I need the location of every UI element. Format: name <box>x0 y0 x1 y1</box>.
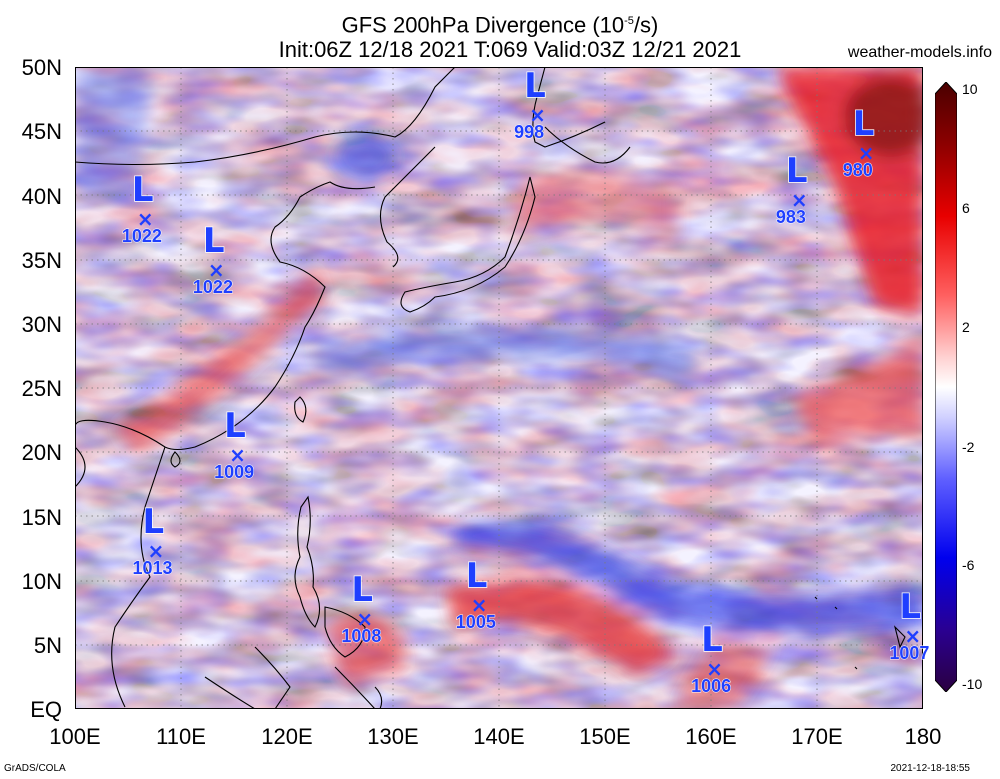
lon-label: 100E <box>49 724 101 749</box>
lat-label: 20N <box>21 440 62 465</box>
low-center-icon: × <box>529 102 546 127</box>
low-letter: L <box>523 65 546 107</box>
field-features <box>75 67 923 709</box>
low-center-icon: × <box>790 187 808 212</box>
low-pressure-value: 1005 <box>455 612 496 633</box>
low-pressure-value: 1013 <box>132 558 173 579</box>
low-letter: L <box>852 104 875 146</box>
low-letter: L <box>700 620 723 662</box>
low-center-icon: × <box>136 206 154 231</box>
low-letter: L <box>465 556 488 598</box>
low-pressure-value: 1009 <box>214 462 255 483</box>
low-pressure-value: 1007 <box>889 643 930 664</box>
lon-label: 130E <box>367 724 419 749</box>
lat-label: 25N <box>21 376 62 401</box>
low-pressure-value: 1006 <box>691 676 732 697</box>
colorbar-label: 6 <box>962 200 970 216</box>
lat-label: 5N <box>33 633 62 658</box>
low-center-icon: × <box>904 624 922 649</box>
low-center-icon: × <box>356 607 374 632</box>
colorbar-label: 2 <box>962 319 970 335</box>
low-center-icon: × <box>147 539 165 564</box>
gridlines <box>75 67 923 709</box>
lon-label: 110E <box>156 724 206 749</box>
lat-label: 15N <box>21 505 62 530</box>
lon-label: 170E <box>791 724 843 749</box>
low-pressure-value: 983 <box>775 206 806 227</box>
lat-label: 50N <box>21 55 62 80</box>
low-letter: L <box>223 405 246 447</box>
low-center-icon: × <box>470 593 488 618</box>
lon-label: 140E <box>473 724 525 749</box>
lat-label: 35N <box>21 248 62 273</box>
lon-label: 120E <box>261 724 313 749</box>
lon-label: 160E <box>685 724 737 749</box>
colorbar-label: -6 <box>962 557 975 573</box>
site-label: weather-models.info <box>847 44 992 61</box>
low-letter: L <box>351 570 374 612</box>
chart-subtitle: Init:06Z 12/18 2021 T:069 Valid:03Z 12/2… <box>278 37 742 62</box>
low-center-icon: × <box>857 141 875 166</box>
lat-label: 10N <box>21 569 62 594</box>
lat-label: 30N <box>21 312 62 337</box>
low-center-icon: × <box>229 443 246 468</box>
colorbar-label: 10 <box>962 81 978 97</box>
lon-label: 150E <box>579 724 631 749</box>
coastlines <box>75 67 906 709</box>
colorbar-label: -10 <box>962 676 983 692</box>
low-letter: L <box>131 169 154 211</box>
low-center-icon: × <box>207 258 225 283</box>
low-pressure-value: 1022 <box>121 225 162 246</box>
chart-title: GFS 200hPa Divergence (10-5/s) <box>341 12 659 38</box>
low-letter: L <box>785 150 808 192</box>
low-letter: L <box>899 586 922 628</box>
low-letter: L <box>142 502 165 544</box>
lat-label: 40N <box>21 184 62 209</box>
lon-label: 180 <box>904 724 942 749</box>
colorbar <box>935 82 957 692</box>
lat-label: 45N <box>21 119 62 144</box>
timestamp-label: 2021-12-18-18:55 <box>890 763 970 774</box>
lat-label: EQ <box>30 697 62 722</box>
low-pressure-value: 1022 <box>192 277 233 298</box>
low-pressure-value: 998 <box>514 121 545 142</box>
credit-label: GrADS/COLA <box>4 763 66 774</box>
low-letter: L <box>202 220 225 262</box>
low-pressure-value: 980 <box>842 160 873 181</box>
colorbar-label: -2 <box>962 439 975 455</box>
divergence-map <box>75 67 923 709</box>
low-pressure-value: 1008 <box>341 626 382 647</box>
low-center-icon: × <box>706 657 723 682</box>
